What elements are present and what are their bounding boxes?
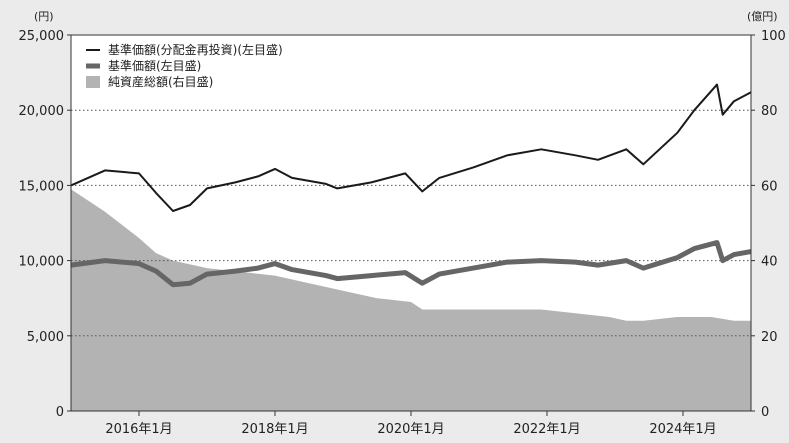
legend-item-nav: 基準価額(左目盛) [86, 58, 201, 73]
y-left-tick-label: 10,000 [19, 255, 65, 270]
y-right-tick-label: 100 [761, 29, 786, 44]
series-line-0 [70, 83, 752, 212]
legend-label-net-assets: 純資産総額(右目盛) [108, 74, 213, 89]
y-left-tick-label: 0 [56, 405, 64, 420]
x-tick-label: 2022年1月 [513, 422, 580, 437]
series-line-1 [70, 240, 752, 288]
y-right-tick-label: 40 [761, 255, 778, 270]
legend-item-net-assets: 純資産総額(右目盛) [86, 74, 213, 89]
legend: 基準価額(分配金再投資)(左目盛) 基準価額(左目盛) 純資産総額(右目盛) [86, 42, 283, 89]
y-left-tick-label: 25,000 [19, 29, 65, 44]
legend-item-nav-reinvested: 基準価額(分配金再投資)(左目盛) [86, 42, 283, 57]
area-layer [71, 189, 751, 411]
y-right-tick-label: 60 [761, 179, 778, 194]
y-left-tick-label: 20,000 [19, 104, 65, 119]
grid-layer [71, 109, 751, 337]
y-right-unit-label: (億円) [747, 10, 778, 23]
legend-label-nav: 基準価額(左目盛) [108, 58, 201, 73]
y-right-tick-label: 80 [761, 104, 778, 119]
y-left-tick-label: 15,000 [19, 179, 65, 194]
series-area-2 [71, 189, 751, 411]
x-tick-label: 2024年1月 [649, 422, 716, 437]
y-right-tick-label: 20 [761, 330, 778, 345]
legend-swatch-area [86, 76, 100, 88]
y-right-tick-label: 0 [761, 405, 769, 420]
axis-layer: 0 5,000 10,000 15,000 20,000 25,000 0 20 40 60 80 1… [19, 29, 786, 437]
x-tick-label: 2016年1月 [105, 422, 172, 437]
y-left-unit-label: (円) [34, 10, 54, 23]
x-tick-label: 2020年1月 [377, 422, 444, 437]
legend-label-nav-reinvested: 基準価額(分配金再投資)(左目盛) [108, 42, 283, 57]
x-tick-label: 2018年1月 [241, 422, 308, 437]
line-layer [70, 83, 752, 288]
y-left-tick-label: 5,000 [27, 330, 64, 345]
